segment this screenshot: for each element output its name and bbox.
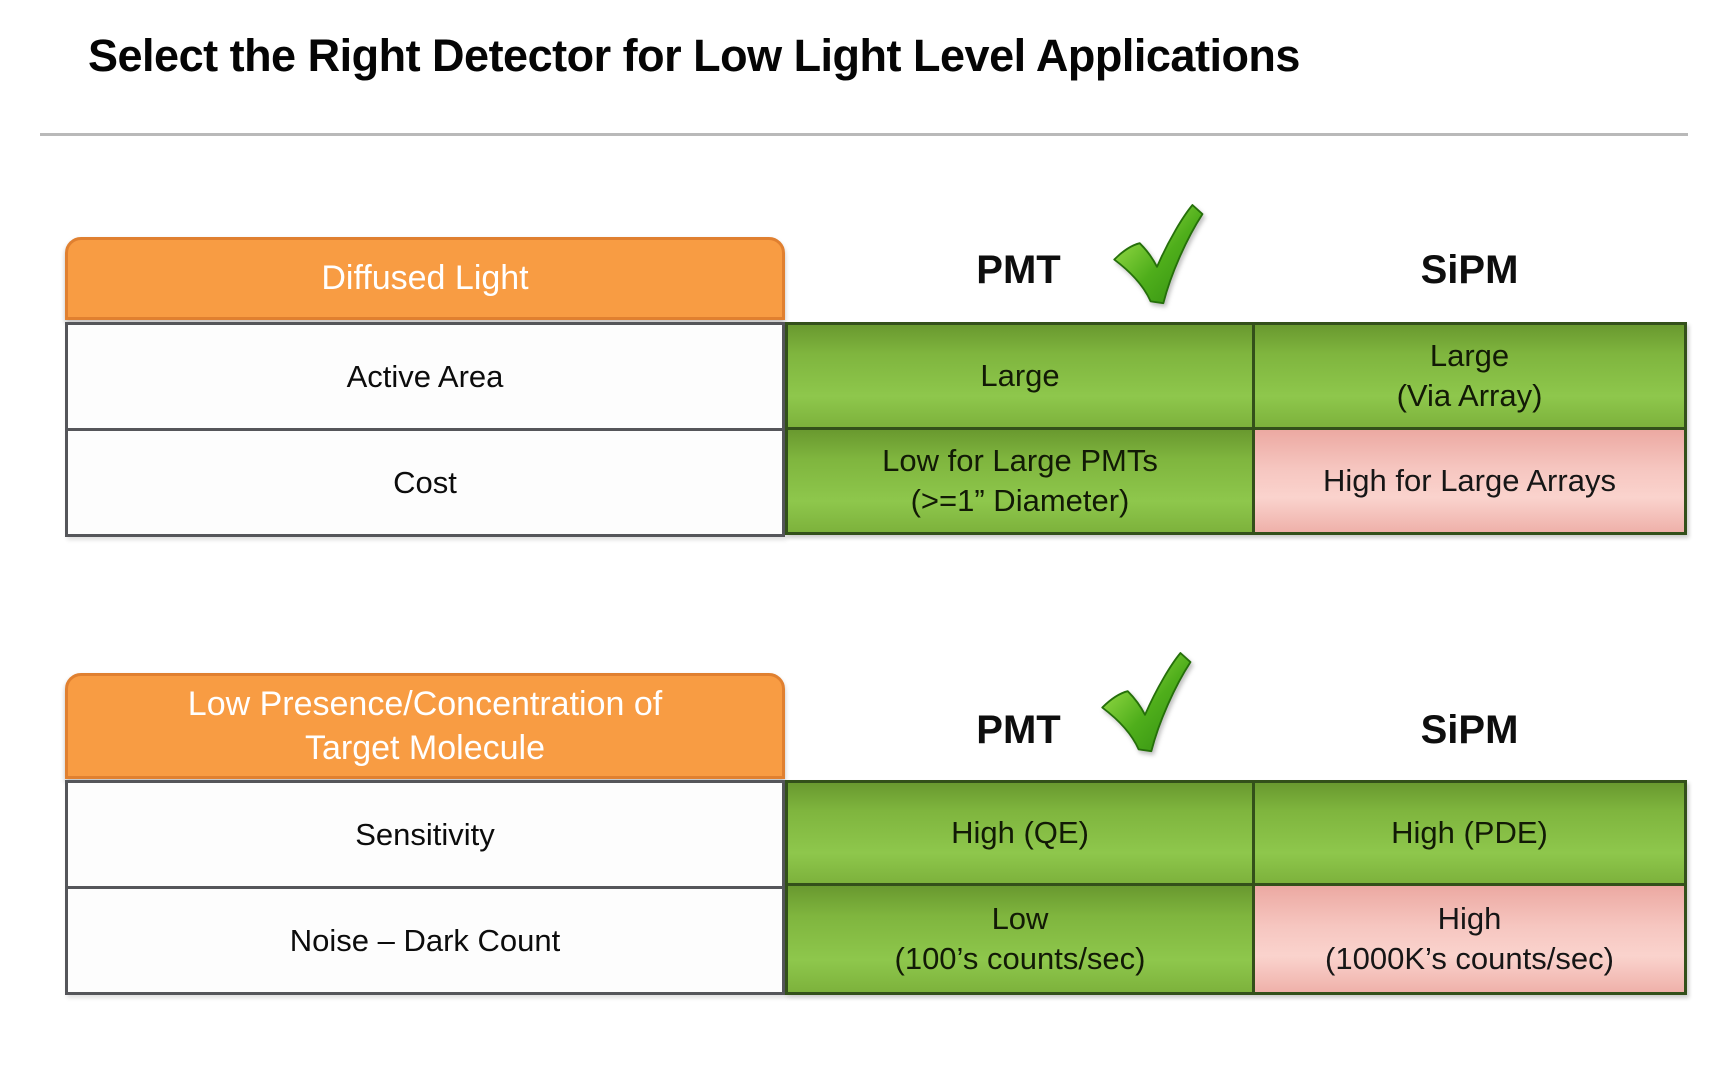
category-label: Diffused Light bbox=[321, 259, 529, 298]
category-label: Target Molecule bbox=[304, 729, 545, 767]
page-title: Select the Right Detector for Low Light … bbox=[88, 30, 1300, 81]
cell-sensitivity-sipm: High (PDE) bbox=[1255, 783, 1684, 883]
sipm-column-header: SiPM bbox=[1252, 688, 1687, 773]
cell-cost-sipm: High for Large Arrays bbox=[1255, 430, 1684, 532]
sipm-label: SiPM bbox=[1420, 248, 1519, 292]
cell-text: Large bbox=[980, 358, 1060, 394]
comparison-grid: Large Large (Via Array) Low for Large PM… bbox=[785, 322, 1687, 535]
cell-active-area-sipm: Large (Via Array) bbox=[1255, 325, 1684, 427]
cell-noise-pmt: Low (100’s counts/sec) bbox=[788, 886, 1252, 992]
cell-active-area-pmt: Large bbox=[788, 325, 1252, 427]
cell-text: Low bbox=[991, 901, 1049, 937]
checkmark-icon bbox=[1101, 652, 1192, 753]
cell-sensitivity-pmt: High (QE) bbox=[788, 783, 1252, 883]
cell-text: High (PDE) bbox=[1391, 815, 1548, 851]
cell-text: High (QE) bbox=[951, 815, 1089, 851]
pmt-label: PMT bbox=[976, 248, 1061, 292]
cell-text: Large bbox=[1429, 338, 1510, 374]
pmt-column-header: PMT bbox=[785, 652, 1252, 773]
cell-text: High bbox=[1437, 901, 1502, 937]
cell-noise-sipm: High (1000K’s counts/sec) bbox=[1255, 886, 1684, 992]
category-header-low-presence: Low Presence/Concentration of Target Mol… bbox=[65, 673, 785, 779]
sipm-label: SiPM bbox=[1420, 708, 1519, 752]
pmt-label: PMT bbox=[976, 708, 1061, 752]
cell-text: High for Large Arrays bbox=[1323, 463, 1616, 499]
cell-cost-pmt: Low for Large PMTs (>=1” Diameter) bbox=[788, 430, 1252, 532]
category-label: Low Presence/Concentration of bbox=[187, 684, 663, 723]
row-label-cost: Cost bbox=[68, 428, 782, 534]
title-divider bbox=[40, 133, 1688, 136]
cell-text: Low for Large PMTs bbox=[882, 443, 1158, 479]
checkmark-icon bbox=[1113, 204, 1204, 305]
cell-text: (Via Array) bbox=[1396, 378, 1543, 413]
comparison-grid: High (QE) High (PDE) Low (100’s counts/s… bbox=[785, 780, 1687, 995]
cell-text: (100’s counts/sec) bbox=[894, 941, 1146, 976]
row-label-active-area: Active Area bbox=[346, 358, 504, 394]
row-label-noise-dark-count: Noise – Dark Count bbox=[68, 886, 782, 992]
row-label-sensitivity: Sensitivity bbox=[355, 816, 495, 852]
cell-text: (1000K’s counts/sec) bbox=[1325, 941, 1614, 976]
sipm-column-header: SiPM bbox=[1252, 228, 1687, 313]
criteria-column: Active Area Cost bbox=[65, 322, 785, 537]
category-header-diffused-light: Diffused Light bbox=[65, 237, 785, 320]
pmt-column-header: PMT bbox=[785, 204, 1252, 313]
cell-text: (>=1” Diameter) bbox=[910, 483, 1130, 518]
criteria-column: Sensitivity Noise – Dark Count bbox=[65, 780, 785, 995]
